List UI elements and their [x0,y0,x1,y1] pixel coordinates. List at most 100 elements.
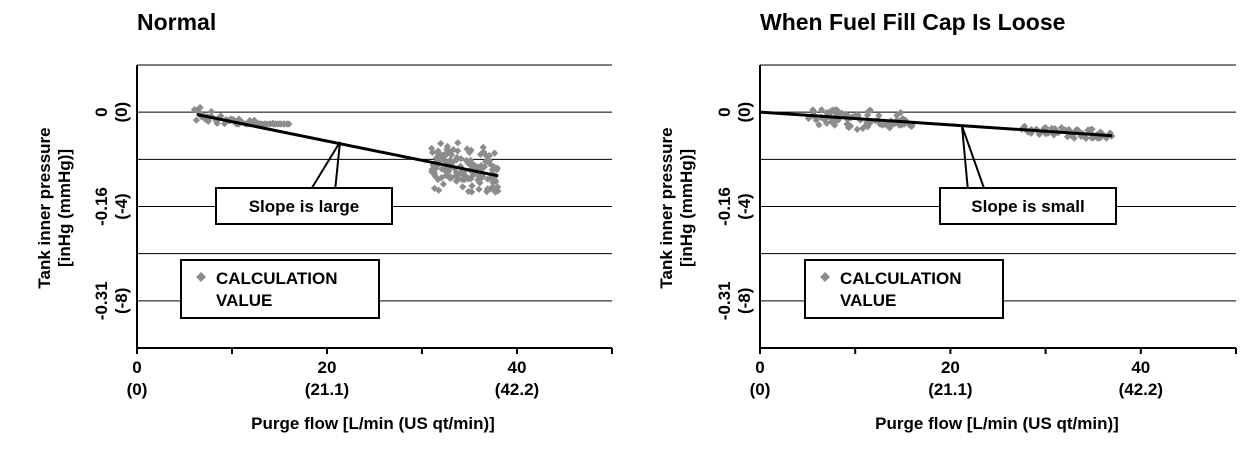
data-point [833,108,841,116]
y-tick-sublabel: (-4) [112,193,131,219]
data-point [484,175,492,183]
data-point [1102,134,1111,142]
data-point [271,120,279,128]
x-tick-label: 20 [941,358,960,377]
x-tick-sublabel: (0) [750,380,771,399]
data-point [479,148,488,156]
trend-line [759,110,1113,138]
legend-label-line-1: CALCULATION [216,269,338,288]
data-point [467,146,475,154]
y-tick: -0.16 (-4) [715,187,754,226]
data-point [1069,131,1077,139]
data-point [815,121,823,129]
trend-line-group [759,110,1113,138]
data-point [204,117,212,125]
data-point [446,164,455,172]
chart-title: Normal [137,9,216,35]
y-tick: -0.31 (-8) [715,281,754,320]
y-tick: 0 (0) [715,102,754,123]
x-tick-label: 20 [318,358,337,377]
data-point [897,108,905,117]
data-point [491,186,499,194]
legend-label-line-2: VALUE [840,291,896,310]
chart-title: When Fuel Fill Cap Is Loose [760,9,1065,35]
data-point [468,172,476,181]
annotation-text: Slope is large [249,197,360,216]
y-axis-label: Tank inner pressure [inHg (mmHg)] [657,127,696,288]
chart-fuel-cap-loose: When Fuel Fill Cap Is Loose 0 (0)-0.16 (-4… [657,9,1237,433]
x-axis-label: Purge flow [L/min (US qt/min)] [251,414,495,433]
data-point [443,145,451,153]
data-points [190,103,502,196]
x-tick-label: 0 [755,358,764,377]
data-point [434,149,442,157]
data-point [437,139,445,148]
data-point [491,149,499,157]
y-tick-sublabel: (-8) [735,288,754,314]
y-axis-label: Tank inner pressure [inHg (mmHg)] [35,127,74,288]
y-axis-label-line-1: Tank inner pressure [35,127,54,288]
legend: CALCULATION VALUE [180,259,380,319]
chart-normal: Normal 0 (0)-0.16 (-4)-0.31 (-8) 0(0)20(21.… [35,9,613,433]
data-point [1081,134,1090,142]
data-point [1086,126,1094,134]
callout-pointer [961,125,986,192]
x-tick-label: 0 [132,358,141,377]
data-point [451,165,459,173]
data-point [452,169,460,177]
data-point [863,111,872,119]
y-axis-label-line-2: [inHg (mmHg)] [55,149,74,267]
trend-line [196,113,499,178]
y-tick-sublabel: (0) [735,102,754,123]
y-tick-label: 0 [92,107,111,116]
data-point [812,116,820,124]
y-tick-label: 0 [715,107,734,116]
legend-marker-icon [196,272,206,282]
data-point [489,183,497,191]
data-point [448,173,456,182]
y-tick-labels: 0 (0) -0.16 (-4) -0.31 (-8) [92,102,131,320]
data-point [853,111,861,119]
data-points [804,106,1116,142]
y-tick: 0 (0) [92,102,131,123]
data-point [1050,131,1058,139]
data-point [1065,125,1073,134]
legend-label-line-2: VALUE [216,291,272,310]
data-point [898,121,906,129]
data-point [445,147,453,156]
x-tick-labels: 0 (0) 20 (21.1) 40 (42.2) [127,358,540,399]
annotation-callout: Slope is small [939,125,1117,225]
y-tick-label: -0.31 [715,281,734,320]
axes [759,65,1237,354]
data-point [820,115,828,123]
data-point [468,188,476,196]
data-point [447,151,455,159]
data-point [470,161,479,169]
y-tick-label: -0.16 [92,187,111,226]
y-tick-label: -0.31 [92,281,111,320]
data-point [1070,134,1078,142]
x-tick-sublabel: (42.2) [1119,380,1163,399]
data-point [439,155,448,163]
data-point [454,147,462,155]
data-point [884,120,892,128]
data-point [266,120,274,128]
data-point [485,151,493,160]
data-point [277,120,285,128]
y-axis-label-line-1: Tank inner pressure [657,127,676,288]
data-point [887,121,895,129]
data-point [866,106,874,114]
data-point [260,120,268,128]
data-point [476,150,485,159]
data-point [1088,134,1096,142]
data-point [430,169,439,177]
data-point [428,148,437,156]
data-point [457,155,465,163]
data-point [484,157,493,165]
x-tick-sublabel: (0) [127,380,148,399]
data-point [462,156,470,165]
data-point [477,161,485,170]
data-point [875,111,883,120]
data-point [487,185,495,193]
data-point [809,106,817,114]
